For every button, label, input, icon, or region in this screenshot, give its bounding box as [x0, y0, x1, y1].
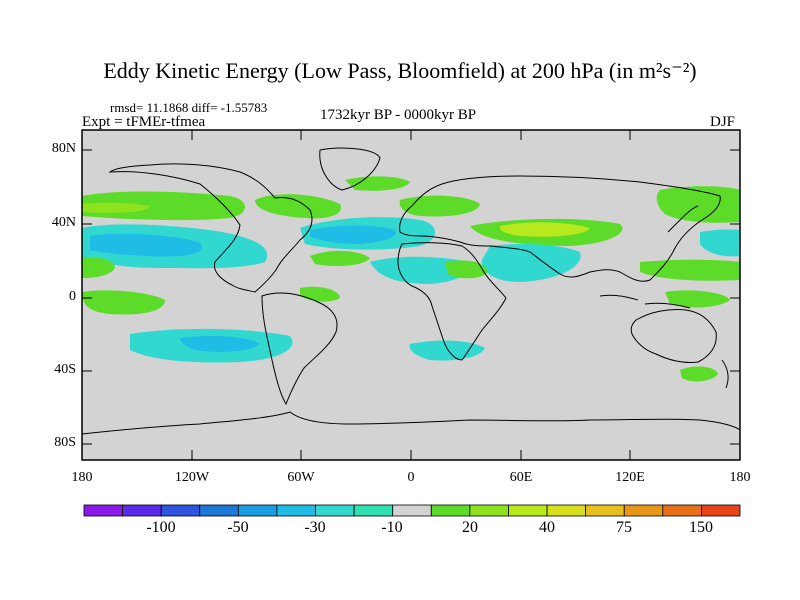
lon-label-60w: 60W: [287, 470, 315, 485]
coastline-indonesia: [599, 294, 691, 309]
anomaly-region: [481, 244, 581, 282]
coastlines: [82, 147, 740, 435]
colorbar-label: 75: [616, 519, 632, 536]
anomaly-region: [300, 286, 340, 302]
map-background: [82, 130, 740, 460]
anomaly-region: [345, 176, 410, 191]
colorbar-box: [83, 504, 123, 517]
colorbar-box: [469, 504, 509, 517]
colorbar-box: [199, 504, 239, 517]
lat-label-80s: 80S: [54, 435, 76, 450]
colorbar-boxes: [83, 504, 741, 517]
anomaly-region: [82, 290, 165, 315]
anomaly-region: [180, 336, 260, 352]
anomaly-region: [640, 259, 740, 281]
colorbar-label: -100: [146, 519, 176, 536]
colorbar-label: 150: [689, 519, 713, 536]
coastline-japan: [667, 205, 699, 233]
eke-anomaly-fields: [82, 176, 740, 382]
coastline-south-america: [261, 292, 338, 406]
map-title: Eddy Kinetic Energy (Low Pass, Bloomfiel…: [103, 58, 697, 83]
rmsd-diff-stats: rmsd= 11.1868 diff= -1.55783: [110, 100, 268, 115]
coastline-australia: [630, 309, 717, 363]
anomaly-region: [90, 233, 203, 257]
season-label: DJF: [710, 114, 736, 130]
coastline-eurasia: [399, 175, 721, 282]
colorbar-box: [546, 504, 587, 517]
anomaly-region: [665, 290, 730, 308]
experiment-label: Expt = tFMEr-tfmea: [82, 114, 206, 130]
anomaly-region: [310, 225, 396, 244]
colorbar-label: 40: [539, 519, 555, 536]
colorbar-box: [392, 504, 432, 517]
lon-label-120w: 120W: [174, 470, 210, 485]
coastline-new-zealand: [721, 359, 729, 389]
lat-label-0: 0: [69, 289, 76, 304]
colorbar-box: [237, 504, 278, 517]
colorbar-label: -30: [304, 519, 326, 536]
anomaly-region: [445, 260, 488, 279]
lon-label-180w: 180: [71, 470, 93, 485]
lon-label-0: 0: [407, 470, 415, 485]
anomaly-region: [700, 229, 740, 257]
coastline-antarctica: [82, 411, 740, 435]
colorbar-box: [315, 504, 355, 517]
lat-label-40n: 40N: [51, 215, 76, 230]
anomaly-region: [255, 194, 341, 219]
anomaly-region: [680, 366, 718, 382]
colorbar-box: [353, 504, 394, 517]
coastline-north-america: [108, 163, 313, 293]
colorbar-box: [160, 504, 201, 517]
axis-ticks: [82, 130, 740, 460]
colorbar-box: [508, 504, 548, 517]
lon-label-120e: 120E: [615, 470, 645, 485]
lon-label-60e: 60E: [509, 470, 533, 485]
coastline-greenland: [319, 147, 381, 191]
anomaly-region: [499, 222, 590, 237]
colorbar-box: [662, 504, 702, 517]
anomaly-region: [409, 340, 485, 361]
anomaly-region: [82, 202, 150, 213]
colorbar-box: [701, 504, 741, 517]
colorbar-label: -10: [381, 519, 403, 536]
anomaly-region: [399, 195, 480, 217]
lat-label-80n: 80N: [51, 141, 76, 156]
colorbar-box: [276, 504, 316, 517]
colorbar-label: 20: [462, 519, 478, 536]
colorbar-box: [585, 504, 625, 517]
anomaly-region: [310, 250, 370, 266]
anomaly-region: [82, 257, 115, 278]
colorbar-label: -50: [227, 519, 249, 536]
lon-label-180e: 180: [729, 470, 751, 485]
coastline-africa: [397, 242, 507, 361]
colorbar-box: [430, 504, 471, 517]
anomaly-region: [82, 191, 245, 221]
colorbar-box: [623, 504, 664, 517]
lat-label-40s: 40S: [54, 362, 76, 377]
time-period-label: 1732kyr BP - 0000kyr BP: [320, 107, 477, 123]
colorbar-box: [122, 504, 162, 517]
